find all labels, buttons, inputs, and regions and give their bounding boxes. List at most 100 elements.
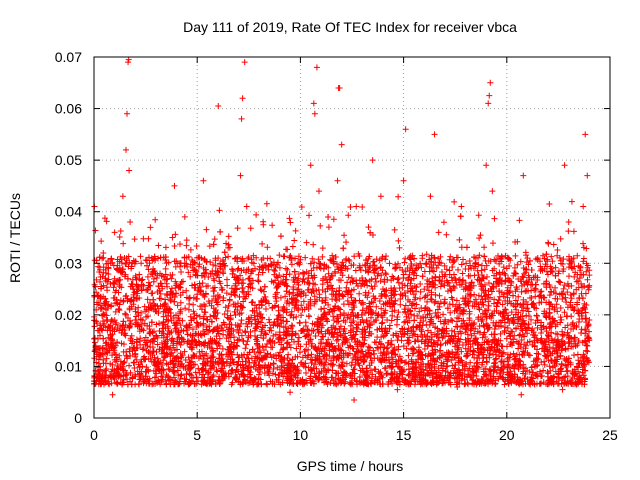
data-point: [380, 333, 387, 340]
data-point: [537, 288, 544, 295]
data-point: [293, 313, 300, 320]
data-point: [424, 298, 431, 305]
data-point: [524, 376, 531, 383]
data-point: [204, 317, 211, 324]
data-point: [127, 219, 134, 226]
data-point: [399, 267, 406, 274]
data-point: [443, 231, 450, 238]
data-point: [350, 366, 357, 373]
data-point: [104, 287, 111, 294]
data-point: [177, 372, 184, 379]
data-point: [174, 302, 181, 309]
data-point: [222, 304, 229, 311]
data-point: [241, 59, 248, 66]
data-point: [121, 359, 128, 366]
data-point: [120, 359, 127, 366]
data-point: [560, 256, 567, 263]
data-point: [182, 357, 189, 364]
data-point: [342, 257, 349, 264]
data-point: [542, 280, 549, 287]
data-point: [404, 282, 411, 289]
data-point: [453, 279, 460, 286]
data-point: [452, 349, 459, 356]
data-point: [394, 276, 401, 283]
data-point: [101, 215, 108, 222]
data-point: [259, 240, 266, 247]
data-point: [575, 262, 582, 269]
data-points: [91, 56, 593, 403]
data-point: [327, 282, 334, 289]
data-point: [455, 315, 462, 322]
data-point: [419, 322, 426, 329]
data-point: [568, 282, 575, 289]
data-point: [356, 252, 363, 259]
data-point: [292, 227, 299, 234]
data-point: [177, 299, 184, 306]
data-point: [239, 95, 246, 102]
data-point: [343, 239, 350, 246]
data-point: [154, 334, 161, 341]
data-point: [366, 277, 373, 284]
data-point: [224, 314, 231, 321]
data-point: [558, 360, 565, 367]
data-point: [284, 318, 291, 325]
data-point: [421, 286, 428, 293]
data-point: [510, 350, 517, 357]
data-point: [403, 345, 410, 352]
data-point: [131, 365, 138, 372]
data-point: [147, 224, 154, 231]
data-point: [209, 348, 216, 355]
data-point: [123, 352, 130, 359]
data-point: [443, 363, 450, 370]
data-point: [373, 303, 380, 310]
data-point: [546, 363, 553, 370]
data-point: [150, 328, 157, 335]
data-point: [378, 305, 385, 312]
data-point: [573, 286, 580, 293]
data-point: [440, 219, 447, 226]
data-point: [152, 216, 159, 223]
data-point: [446, 283, 453, 290]
data-point: [408, 311, 415, 318]
data-point: [353, 203, 360, 210]
data-point: [361, 261, 368, 268]
data-point: [261, 365, 268, 372]
data-point: [395, 309, 402, 316]
data-point: [479, 334, 486, 341]
data-point: [383, 357, 390, 364]
data-point: [447, 253, 454, 260]
data-point: [153, 321, 160, 328]
data-point: [234, 306, 241, 313]
data-point: [176, 310, 183, 317]
data-point: [402, 255, 409, 262]
data-point: [154, 288, 161, 295]
data-point: [456, 236, 463, 243]
data-point: [103, 355, 110, 362]
data-point: [292, 255, 299, 262]
data-point: [122, 146, 129, 153]
data-point: [311, 300, 318, 307]
data-point: [311, 110, 318, 117]
data-point: [216, 207, 223, 214]
data-point: [424, 306, 431, 313]
data-point: [562, 345, 569, 352]
data-point: [122, 332, 129, 339]
data-point: [184, 263, 191, 270]
data-point: [528, 294, 535, 301]
data-point: [275, 335, 282, 342]
data-point: [415, 337, 422, 344]
data-point: [532, 293, 539, 300]
data-point: [128, 332, 135, 339]
data-point: [200, 352, 207, 359]
data-point: [257, 286, 264, 293]
data-point: [267, 351, 274, 358]
data-point: [112, 308, 119, 315]
data-point: [265, 316, 272, 323]
data-point: [203, 350, 210, 357]
data-point: [515, 345, 522, 352]
data-point: [346, 342, 353, 349]
data-point: [489, 188, 496, 195]
data-point: [144, 296, 151, 303]
data-point: [141, 378, 148, 385]
data-point: [471, 303, 478, 310]
